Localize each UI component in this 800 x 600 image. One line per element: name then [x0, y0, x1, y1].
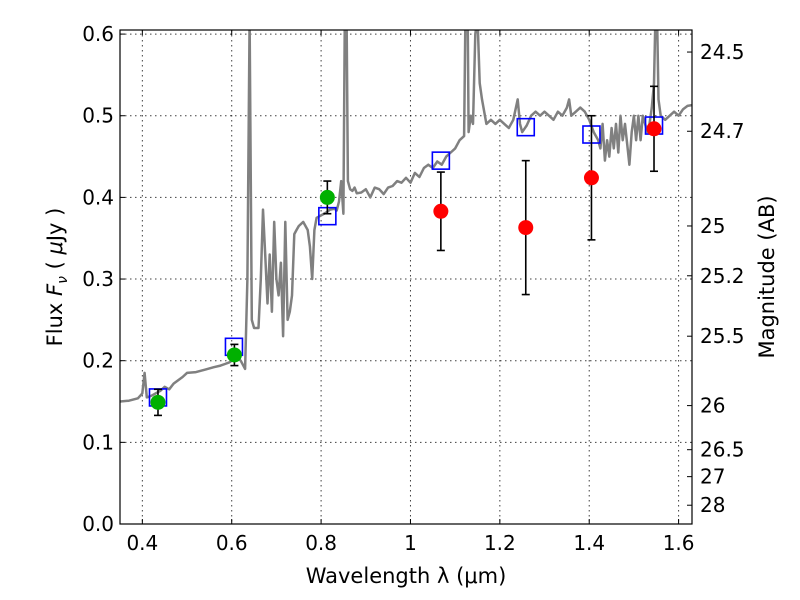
- green-data-point: [226, 347, 242, 363]
- red-data-point: [433, 203, 449, 219]
- red-data-point: [518, 220, 534, 236]
- x-axis-title: Wavelength λ (μm): [306, 564, 507, 588]
- spectrum-line: [120, 30, 692, 403]
- y-tick-label: 0.5: [82, 104, 114, 128]
- plot-frame: [119, 29, 693, 525]
- x-tick-label: 1.2: [484, 531, 516, 555]
- model-square: [516, 117, 536, 137]
- right-tick-label: 24.7: [700, 119, 745, 143]
- right-tick-label: 25: [700, 214, 725, 238]
- x-tick-label: 1: [404, 531, 417, 555]
- green-data-point: [319, 189, 335, 205]
- markers: [148, 85, 664, 417]
- model-square: [431, 151, 451, 170]
- y-axis-right-title: Magnitude (AB): [755, 195, 779, 358]
- right-tick-label: 28: [700, 493, 725, 517]
- right-tick-label: 25.2: [700, 264, 745, 288]
- y-tick-label: 0.3: [82, 267, 114, 291]
- right-tick-label: 24.5: [700, 40, 745, 64]
- red-data-point: [583, 170, 599, 186]
- plot-area: [120, 30, 692, 417]
- right-tick-label: 25.5: [700, 324, 745, 348]
- x-tick-label: 0.4: [126, 531, 158, 555]
- red-data-point: [646, 121, 662, 137]
- ticks: 0.4 0.6 0.8 1 1.2 1.4 1.6 0.0 0.1 0.2 0.3 0.4 0.5 0.6…: [82, 22, 744, 555]
- x-tick-label: 0.6: [216, 531, 248, 555]
- y-tick-label: 0.1: [82, 430, 114, 454]
- right-tick-label: 26: [700, 394, 725, 418]
- grid: [120, 30, 692, 525]
- right-tick-label: 26.5: [700, 438, 745, 462]
- x-tick-label: 0.8: [305, 531, 337, 555]
- y-tick-label: 0.0: [82, 512, 114, 536]
- x-tick-label: 1.4: [573, 531, 605, 555]
- x-tick-label: 1.6: [663, 531, 695, 555]
- y-axis-left-title: Flux Fν ( μJy ): [43, 208, 71, 347]
- green-data-point: [150, 394, 166, 410]
- right-tick-label: 27: [700, 465, 725, 489]
- y-tick-label: 0.6: [82, 22, 114, 46]
- model-spectrum: [120, 30, 692, 403]
- y-tick-label: 0.2: [82, 349, 114, 373]
- y-tick-label: 0.4: [82, 185, 114, 209]
